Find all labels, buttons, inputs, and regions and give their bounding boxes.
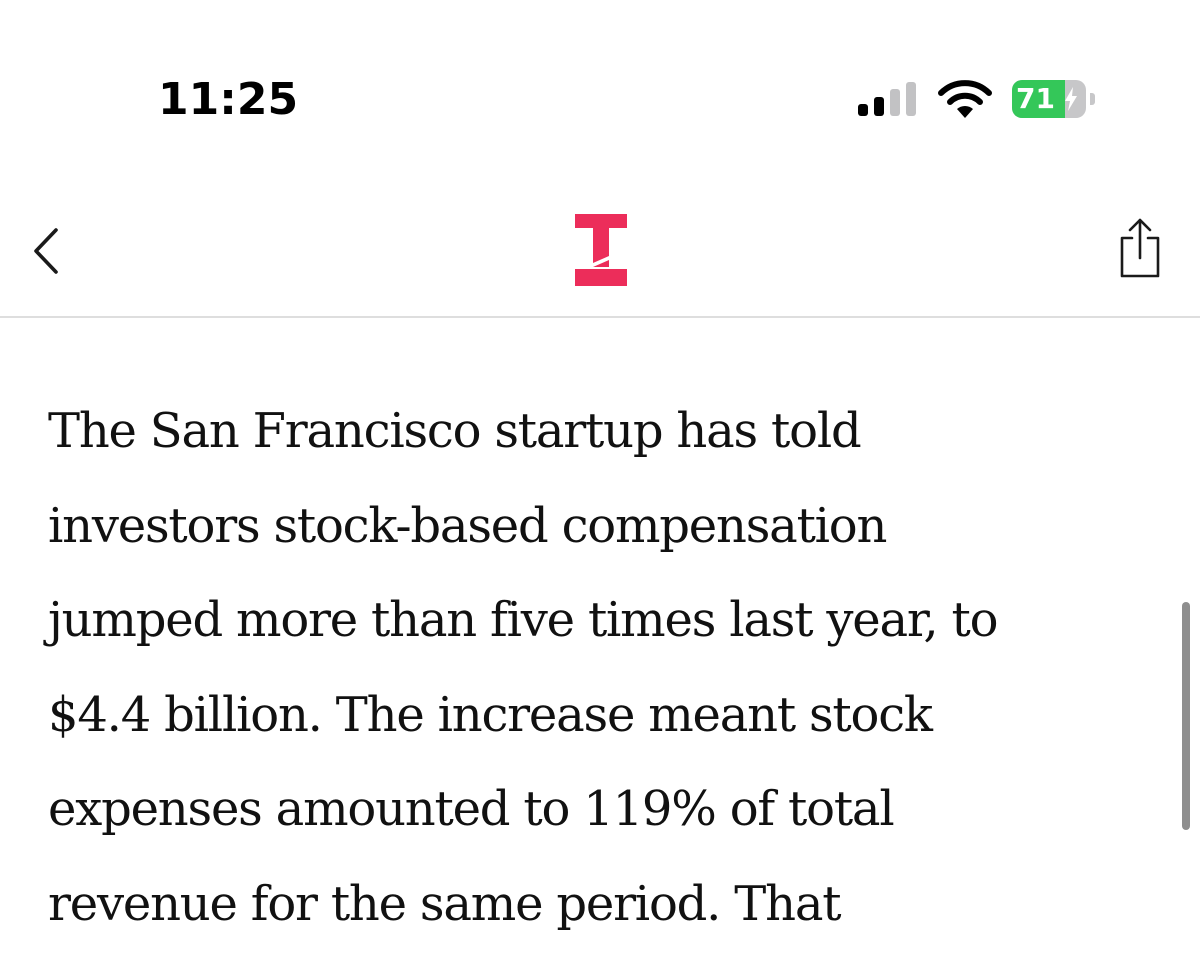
back-button[interactable] xyxy=(22,220,82,284)
share-icon xyxy=(1120,218,1160,278)
share-button[interactable] xyxy=(1112,216,1168,282)
battery-body: 71 xyxy=(1012,80,1086,118)
battery-fill xyxy=(1012,80,1065,118)
publication-logo-icon xyxy=(575,214,627,286)
nav-divider xyxy=(0,316,1200,318)
battery-indicator: 71 xyxy=(1012,80,1096,118)
battery-cap xyxy=(1090,93,1095,105)
chevron-left-icon xyxy=(34,228,58,274)
article-body-text: The San Francisco startup has told inves… xyxy=(48,403,998,932)
cellular-signal-icon xyxy=(858,82,916,116)
charging-bolt-icon xyxy=(1065,87,1077,111)
scroll-indicator[interactable] xyxy=(1182,602,1190,830)
status-time: 11:25 xyxy=(158,74,299,125)
wifi-icon xyxy=(938,80,992,118)
battery-percent: 71 xyxy=(1016,82,1055,115)
